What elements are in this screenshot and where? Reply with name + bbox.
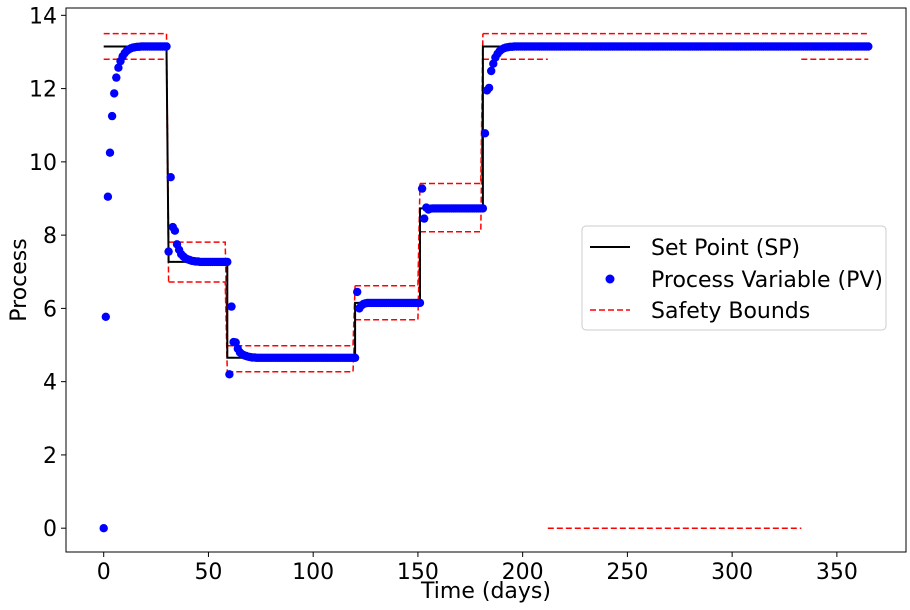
x-axis-label: Time (days) [420,579,551,604]
x-axis-ticks: 0 50 100 150 200 250 300 350 [97,552,858,585]
x-tick-label: 0 [97,560,111,585]
pv-point [223,257,232,267]
y-tick-label: 12 [29,78,57,103]
y-tick-label: 14 [29,4,57,29]
pv-point [99,524,108,533]
x-tick-label: 100 [292,560,334,585]
pv-point [162,42,171,51]
pv-point [166,173,175,182]
safety-bound-line [420,33,484,185]
x-tick-label: 200 [502,560,544,585]
legend-safety-bounds-label: Safety Bounds [651,299,810,324]
x-tick-label: 50 [194,560,222,585]
safety-bound-line [227,319,356,373]
pv-point [420,214,429,223]
legend-process-variable-label: Process Variable (PV) [651,268,883,293]
pv-point [101,312,111,321]
pv-point [103,192,113,201]
y-tick-label: 0 [43,517,57,542]
pv-point [484,83,494,93]
y-tick-label: 10 [29,151,57,176]
set-point-layer [103,45,869,359]
pv-point [170,226,180,235]
x-tick-label: 150 [397,560,439,585]
legend-set-point-label: Set Point (SP) [651,236,800,261]
safety-bound-line [355,183,421,287]
legend: Set Point (SP) Process Variable (PV) Saf… [581,225,887,331]
x-tick-label: 300 [711,560,753,585]
pv-point [225,370,234,379]
safety-bound-line [168,281,229,372]
pv-point [415,298,425,308]
safety-bound-line [103,32,170,243]
pv-point [164,247,173,256]
pv-point [350,353,360,362]
set-point-line [103,45,869,359]
pv-point [353,287,362,297]
y-tick-label: 6 [43,297,57,322]
pv-point [105,148,115,157]
y-axis-ticks: 0 2 4 6 8 10 12 14 [29,4,66,542]
pv-point [227,302,236,311]
pv-point [107,111,117,121]
x-tick-label: 350 [816,560,858,585]
x-tick-label: 250 [606,560,648,585]
legend-box [581,225,887,331]
pv-point [478,204,488,213]
pv-point [110,89,119,98]
plot-frame [65,7,907,553]
pv-point [112,73,121,82]
pv-point [480,129,490,138]
pv-point [487,66,496,76]
safety-bound-line [168,241,229,346]
process-variable-layer [99,42,873,533]
pv-point [114,63,123,72]
y-tick-label: 8 [43,224,57,249]
y-tick-label: 2 [43,444,57,469]
safety-bound-line [227,285,356,347]
pv-point [417,184,427,193]
y-tick-label: 4 [43,371,57,396]
legend-process-variable-swatch [605,274,615,284]
pv-point [864,42,873,51]
y-axis-label: Process [7,238,32,321]
